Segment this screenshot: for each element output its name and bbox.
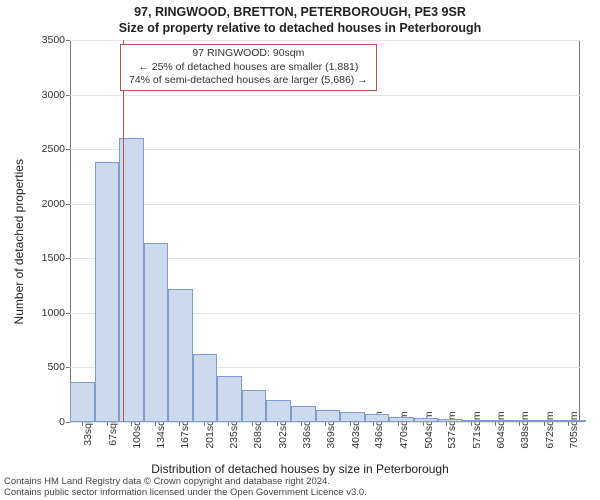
histogram-bar — [463, 420, 488, 422]
histogram-bar — [340, 412, 365, 422]
histogram-bar — [365, 414, 390, 422]
annotation-property: 97 RINGWOOD: 90sqm — [129, 47, 368, 61]
histogram-bar — [168, 289, 193, 422]
histogram-bar — [488, 420, 513, 422]
y-tick-label: 2500 — [42, 143, 70, 155]
grid-line — [70, 40, 580, 41]
x-tick-label: 638sqm — [519, 411, 531, 448]
grid-line — [70, 204, 580, 205]
x-tick-label: 571sqm — [471, 411, 483, 448]
histogram-bar — [414, 418, 439, 422]
histogram-bar — [438, 419, 463, 422]
histogram-bar — [316, 410, 341, 422]
footer-line2: Contains public sector information licen… — [4, 488, 596, 499]
reference-line — [123, 40, 124, 422]
y-tick-label: 3500 — [42, 34, 70, 46]
annotation-smaller: ← 25% of detached houses are smaller (1,… — [129, 61, 368, 75]
y-tick-label: 2000 — [42, 198, 70, 210]
histogram-bar — [389, 417, 414, 422]
histogram-bar — [242, 390, 267, 422]
x-tick-label: 604sqm — [495, 411, 507, 448]
y-tick-label: 1000 — [42, 307, 70, 319]
y-tick-label: 0 — [59, 416, 70, 428]
x-tick-label: 672sqm — [544, 411, 556, 448]
y-tick-label: 1500 — [42, 252, 70, 264]
y-tick-label: 3000 — [42, 89, 70, 101]
histogram-bar — [266, 400, 291, 422]
grid-line — [70, 149, 580, 150]
x-axis-label: Distribution of detached houses by size … — [0, 462, 600, 476]
histogram-bar — [70, 382, 95, 422]
plot-area: 050010001500200025003000350033sqm67sqm10… — [70, 40, 580, 422]
histogram-bar — [217, 376, 242, 422]
grid-line — [70, 95, 580, 96]
annotation-callout: 97 RINGWOOD: 90sqm ← 25% of detached hou… — [120, 44, 377, 91]
histogram-bar — [512, 420, 537, 422]
x-tick-label: 705sqm — [568, 411, 580, 448]
y-axis-label: Number of detached properties — [12, 159, 26, 324]
x-tick-label: 537sqm — [446, 411, 458, 448]
histogram-bar — [193, 354, 218, 422]
histogram-bar — [537, 420, 562, 422]
annotation-larger: 74% of semi-detached houses are larger (… — [129, 74, 368, 88]
histogram-bar — [561, 420, 586, 422]
chart-title: 97, RINGWOOD, BRETTON, PETERBOROUGH, PE3… — [0, 0, 600, 37]
title-subtitle: Size of property relative to detached ho… — [0, 20, 600, 36]
histogram-bar — [144, 243, 169, 422]
histogram-bar — [291, 406, 316, 422]
y-tick-label: 500 — [47, 361, 70, 373]
histogram-bar — [95, 162, 120, 422]
footer-attribution: Contains HM Land Registry data © Crown c… — [4, 477, 596, 499]
title-address: 97, RINGWOOD, BRETTON, PETERBOROUGH, PE3… — [0, 4, 600, 20]
